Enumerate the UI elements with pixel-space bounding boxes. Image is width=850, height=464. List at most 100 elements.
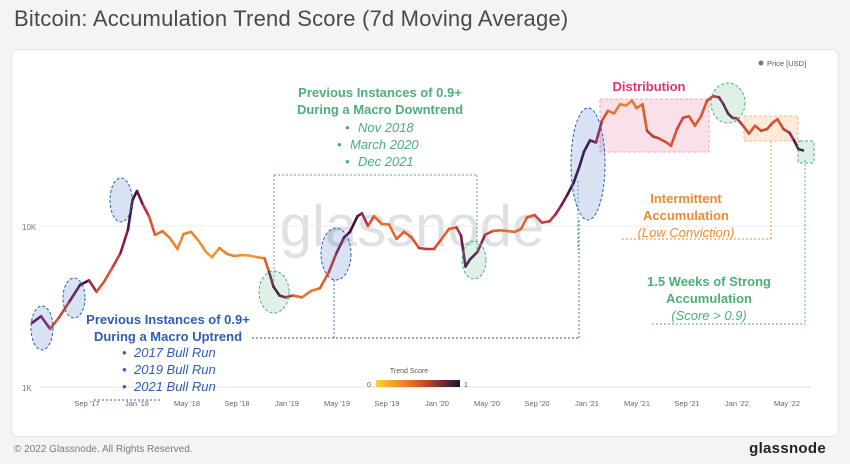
uptrend-list: • 2017 Bull Run • 2019 Bull Run • 2021 B… — [122, 345, 216, 394]
bullet: • — [337, 137, 342, 152]
highlight-2019 — [320, 227, 352, 281]
price-segment — [197, 239, 208, 254]
price-segment — [95, 280, 106, 294]
x-tick-label: May '21 — [624, 399, 650, 408]
x-tick-label: Jan '21 — [575, 399, 599, 408]
trend-score-gradient — [376, 380, 460, 387]
price-segment — [272, 285, 281, 297]
bullet: • — [345, 154, 350, 169]
x-tick-label: Jan '20 — [425, 399, 449, 408]
downtrend-annotation: Previous Instances of 0.9+ During a Macr… — [297, 85, 463, 117]
downtrend-heading-2: During a Macro Downtrend — [297, 102, 463, 117]
uptrend-item-2: 2019 Bull Run — [133, 362, 216, 377]
price-segment — [263, 257, 271, 273]
price-segment — [582, 139, 592, 153]
price-segment — [402, 230, 413, 239]
price-segment — [395, 230, 406, 241]
intermittent-connector — [622, 141, 772, 240]
uptrend-item-3: 2021 Bull Run — [133, 379, 216, 394]
highlight-may-2022 — [797, 140, 815, 164]
y-tick-1k: 1K — [22, 384, 32, 393]
distribution-label: Distribution — [613, 79, 686, 94]
price-segment — [483, 229, 494, 237]
intermittent-annotation: Intermittent Accumulation (Low Convictio… — [638, 191, 735, 240]
downtrend-list: • Nov 2018 • March 2020 • Dec 2021 — [337, 120, 419, 169]
price-segment — [797, 147, 805, 152]
price-segment — [519, 216, 529, 231]
price-segment — [657, 137, 668, 144]
price-segment — [387, 223, 398, 241]
price-segment — [30, 314, 43, 325]
highlight-nov-2018 — [258, 270, 290, 314]
price-segment — [153, 229, 164, 237]
price-segment — [717, 95, 725, 106]
price-segment — [204, 250, 214, 259]
uptrend-highlights — [30, 107, 606, 351]
copyright: © 2022 Glassnode. All Rights Reserved. — [14, 444, 193, 455]
price-segment — [594, 119, 604, 144]
price-segment — [141, 203, 151, 218]
price-segment — [765, 121, 775, 131]
price-segment — [218, 246, 229, 256]
price-segment — [525, 213, 536, 219]
price-segment — [168, 236, 179, 251]
price-segment — [78, 279, 91, 287]
price-segment — [432, 237, 443, 251]
price-segment — [464, 258, 472, 268]
highlight-2017-b — [62, 277, 86, 319]
price-segment — [102, 265, 115, 284]
price-segment — [267, 270, 275, 288]
price-segment — [135, 189, 145, 207]
x-tick-label: May '22 — [774, 399, 800, 408]
price-segment — [372, 214, 383, 226]
highlight-2021 — [570, 107, 606, 221]
x-axis: Sep '17 Jan '18 May '18 Sep '18 Jan '19 May '… — [74, 399, 800, 408]
price-segment — [147, 214, 157, 237]
price-segment — [309, 287, 322, 293]
x-tick-label: Sep '21 — [674, 399, 699, 408]
price-segment — [788, 131, 796, 142]
price-segment — [641, 102, 649, 133]
price-segment — [578, 150, 586, 168]
uptrend-heading-2: During a Macro Uptrend — [94, 329, 242, 344]
trend-score-min: 0 — [367, 382, 371, 389]
brand-logo: glassnode — [749, 440, 826, 457]
intermittent-sub: (Low Conviction) — [638, 225, 735, 240]
price-segment — [693, 115, 703, 127]
price-segment — [612, 102, 622, 115]
x-tick-label: Sep '17 — [74, 399, 99, 408]
price-legend-dot — [758, 60, 764, 66]
price-segment — [741, 124, 751, 135]
price-segment — [327, 251, 338, 273]
x-tick-label: May '19 — [324, 399, 350, 408]
price-segment — [39, 314, 52, 331]
price-segment — [318, 270, 331, 290]
price-segment — [600, 109, 610, 123]
price-segment — [348, 214, 359, 234]
chart-area: glassnode 10K 1K Sep '17 Jan '18 May '18 Se… — [22, 59, 815, 408]
trend-score-legend: Trend Score 0 1 — [367, 368, 468, 389]
price-legend-label: Price [USD] — [767, 59, 806, 68]
highlight-2017-c — [109, 177, 133, 223]
uptrend-heading-1: Previous Instances of 0.9+ — [86, 312, 250, 327]
x-tick-label: Jan '18 — [125, 399, 149, 408]
highlight-mar-2020 — [461, 240, 487, 280]
bullet: • — [345, 120, 350, 135]
highlight-2017-a — [30, 305, 54, 351]
strong-connector — [652, 160, 806, 325]
price-segment — [440, 227, 451, 241]
price-legend: Price [USD] — [758, 59, 806, 68]
price-segment — [645, 129, 655, 138]
price-segment — [360, 212, 370, 228]
x-tick-label: Sep '18 — [224, 399, 249, 408]
price-segment — [669, 127, 679, 148]
price-segment — [335, 236, 346, 255]
price-segment — [182, 230, 193, 236]
uptrend-connectors — [94, 220, 580, 401]
price-line — [30, 94, 805, 331]
downtrend-connectors — [273, 174, 579, 282]
distribution-region — [599, 98, 710, 153]
downtrend-highlights — [258, 82, 815, 314]
strong-annotation: 1.5 Weeks of Strong Accumulation (Score … — [647, 274, 771, 323]
x-tick-label: Jan '19 — [275, 399, 299, 408]
